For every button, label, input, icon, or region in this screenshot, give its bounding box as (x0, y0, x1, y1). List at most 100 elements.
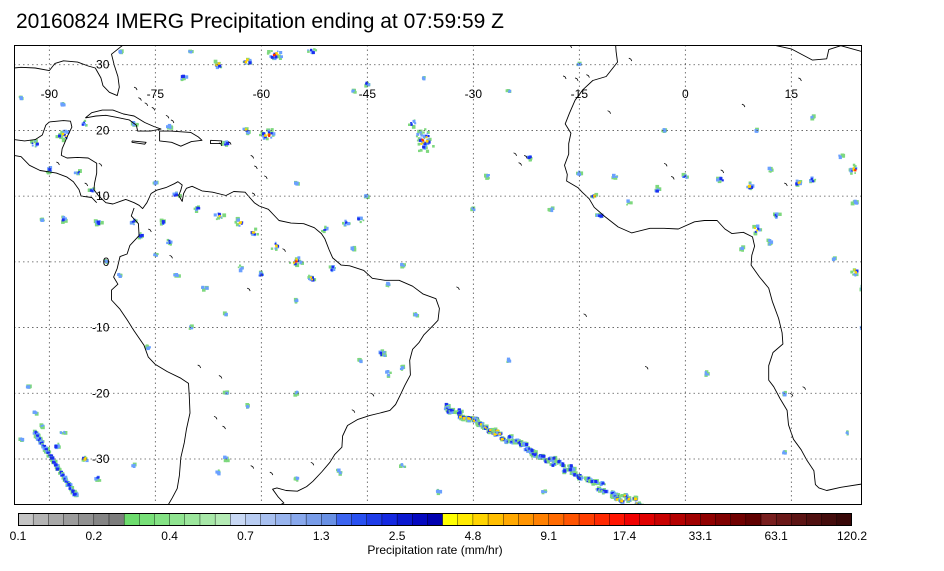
precip-pixel (168, 239, 171, 242)
precip-pixel (138, 234, 142, 238)
precip-pixel (224, 313, 227, 317)
precip-pixel (704, 371, 707, 374)
precip-pixel (503, 437, 507, 440)
coastline-fragment (56, 161, 60, 166)
precip-pixel (223, 455, 227, 459)
precip-pixel (389, 371, 392, 374)
precip-pixel (46, 451, 49, 454)
precip-pixel (273, 57, 277, 61)
precip-pixel (496, 431, 499, 435)
precip-pixel (571, 473, 573, 475)
latitude-label: 0 (103, 255, 110, 269)
precip-pixel (444, 406, 447, 409)
precip-pixel (251, 231, 254, 234)
coastline-fragment (456, 286, 460, 290)
precip-pixel (41, 425, 43, 427)
precip-pixel (44, 448, 48, 452)
colorbar-segment (154, 513, 171, 526)
precip-pixel (423, 135, 425, 138)
precip-pixel (61, 132, 65, 136)
colorbar (18, 513, 852, 526)
precip-pixel (104, 260, 108, 264)
precip-pixel (60, 102, 64, 106)
precip-pixel (511, 439, 513, 442)
precip-pixel (246, 58, 249, 62)
precip-pixel (853, 199, 857, 203)
precip-pixel (323, 229, 325, 231)
precip-pixel (624, 495, 628, 498)
precip-pixel (239, 264, 242, 267)
precip-pixel (380, 349, 385, 353)
precip-pixel (810, 116, 815, 121)
colorbar-segment (791, 513, 808, 526)
precip-pixel (635, 497, 638, 501)
precip-pixel (62, 476, 64, 478)
precip-pixel (321, 229, 324, 233)
colorbar-segment (503, 513, 519, 526)
coastline-fragment (250, 465, 255, 469)
precip-pixel (838, 155, 842, 160)
precip-pixel (59, 431, 63, 434)
precip-pixel (419, 137, 422, 140)
precip-pixel (383, 351, 386, 354)
precip-pixel (467, 419, 470, 421)
precip-pixel (809, 179, 811, 181)
precip-pixel (849, 169, 853, 173)
precip-pixel (613, 176, 618, 180)
precip-pixel (270, 50, 273, 53)
precip-pixel (449, 408, 453, 412)
precip-pixel (368, 83, 371, 86)
precip-pixel (295, 258, 298, 262)
precip-pixel (262, 132, 266, 136)
precip-pixel (295, 260, 298, 263)
precip-pixel (852, 168, 856, 172)
colorbar-segment (305, 513, 322, 526)
precip-pixel (133, 218, 136, 222)
precip-pixel (425, 134, 428, 137)
coastline-fragment (218, 375, 223, 379)
precip-pixel (222, 311, 227, 316)
precip-pixel (274, 241, 277, 244)
precip-pixel (49, 457, 53, 460)
precip-pixel (55, 467, 59, 471)
precip-pixel (498, 432, 501, 435)
precip-pixel (55, 135, 59, 139)
precip-pixel (418, 149, 421, 153)
colorbar-segment (381, 513, 398, 526)
precip-pixel (237, 266, 240, 269)
precip-pixel (64, 475, 68, 479)
precip-pixel (213, 213, 217, 217)
colorbar-segment (457, 513, 474, 526)
precip-pixel (153, 180, 157, 184)
precip-pixel (35, 437, 40, 441)
colorbar-segment (654, 513, 671, 526)
colorbar-segment (169, 513, 186, 526)
precip-pixel (385, 370, 389, 374)
precip-pixel (537, 455, 541, 459)
precip-pixel (61, 220, 65, 224)
coastline-cuba (85, 109, 162, 132)
colorbar-segment (806, 513, 823, 526)
precip-pixel (201, 285, 205, 289)
precip-pixel (268, 134, 271, 137)
precip-pixel (611, 495, 615, 499)
precip-pixel (814, 178, 817, 181)
colorbar-segment (336, 513, 353, 526)
coastline-fragment (663, 162, 668, 167)
precip-pixel (274, 247, 277, 250)
precip-pixel (337, 468, 341, 472)
coastline-mediterranean (771, 45, 862, 61)
colorbar-segment (624, 513, 641, 526)
coastline-fragment (741, 103, 746, 108)
colorbar-segment (821, 513, 838, 526)
precip-pixel (226, 142, 230, 146)
precip-pixel (379, 351, 383, 355)
precip-pixel (506, 440, 509, 443)
precip-pixel (78, 169, 82, 173)
precip-pixel (554, 460, 558, 464)
precip-pixel (367, 81, 369, 84)
precip-pixel (428, 137, 432, 141)
precip-pixel (561, 463, 565, 467)
precip-pixel (279, 51, 283, 55)
precip-pixel (68, 485, 72, 488)
